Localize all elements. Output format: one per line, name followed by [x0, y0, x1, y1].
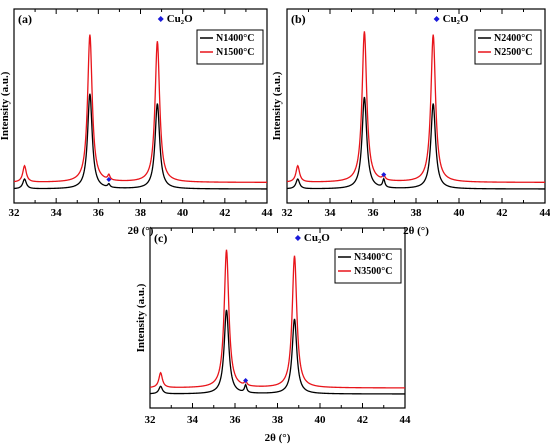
x-tick-label: 34 — [187, 414, 199, 426]
y-axis-label: Intensity (a.u.) — [0, 71, 11, 140]
x-tick-label: 42 — [357, 414, 369, 426]
cu2o-legend-marker — [433, 16, 440, 22]
x-axis-label: 2θ (°) — [265, 432, 291, 444]
x-tick-label: 40 — [177, 207, 189, 219]
y-axis-label: Intensity (a.u.) — [271, 71, 283, 140]
legend-entry-1: N2400°C — [494, 33, 532, 44]
cu2o-legend-marker — [157, 16, 164, 22]
chart-panel-b: 32 34 36 38 40 42 44 2θ (°) Intensity (a.u.) (b) C… — [271, 8, 550, 237]
series-line-2 — [13, 34, 268, 183]
x-tick-label: 42 — [219, 207, 231, 219]
x-tick-label: 44 — [262, 207, 274, 219]
cu2o-legend-label: Cu₂O — [304, 232, 330, 244]
cu2o-peak-marker — [106, 176, 112, 182]
chart-panel-a: 32 34 36 38 40 42 44 2θ (°) Intensity (a.u.) (a) C… — [0, 8, 274, 237]
panel-label: (b) — [291, 12, 306, 26]
cu2o-peak-marker — [381, 172, 387, 178]
panel-label: (c) — [154, 231, 167, 245]
x-tick-label: 36 — [368, 207, 380, 219]
legend-entry-2: N2500°C — [494, 47, 532, 58]
legend-box — [474, 29, 542, 65]
series-line-1 — [149, 309, 405, 395]
legend-box — [334, 248, 402, 284]
chart-panel-c: 32 34 36 38 40 42 44 2θ (°) Intensity (a.u.) (c) C… — [135, 227, 412, 444]
x-tick-label: 38 — [411, 207, 423, 219]
cu2o-legend-marker — [294, 235, 301, 241]
x-tick-label: 38 — [272, 414, 284, 426]
x-tick-label: 40 — [315, 414, 327, 426]
x-axis-label: 2θ (°) — [403, 225, 429, 237]
cu2o-peak-marker — [243, 378, 249, 384]
legend-box — [196, 29, 264, 65]
x-tick-label: 44 — [540, 207, 550, 219]
legend-entry-2: N1500°C — [216, 47, 254, 58]
x-tick-label: 34 — [325, 207, 337, 219]
x-tick-label: 32 — [282, 207, 294, 219]
legend-entry-2: N3500°C — [354, 266, 392, 277]
x-axis-label: 2θ (°) — [128, 225, 154, 237]
x-tick-label: 32 — [145, 414, 157, 426]
cu2o-legend-label: Cu₂O — [443, 13, 469, 25]
x-tick-label: 34 — [51, 207, 63, 219]
panel-label: (a) — [18, 12, 32, 26]
series-line-2 — [149, 249, 405, 389]
series-line-1 — [13, 93, 267, 190]
x-tick-label: 38 — [135, 207, 147, 219]
series-line-2 — [286, 31, 545, 183]
x-tick-label: 40 — [454, 207, 466, 219]
x-tick-label: 36 — [230, 414, 242, 426]
x-tick-label: 42 — [497, 207, 509, 219]
x-tick-label: 32 — [9, 207, 21, 219]
legend-entry-1: N3400°C — [354, 252, 392, 263]
y-axis-label: Intensity (a.u.) — [135, 283, 147, 352]
cu2o-legend-label: Cu₂O — [167, 13, 193, 25]
legend-entry-1: N1400°C — [216, 33, 254, 44]
x-tick-label: 44 — [400, 414, 412, 426]
series-line-1 — [286, 96, 545, 190]
x-tick-label: 36 — [93, 207, 105, 219]
